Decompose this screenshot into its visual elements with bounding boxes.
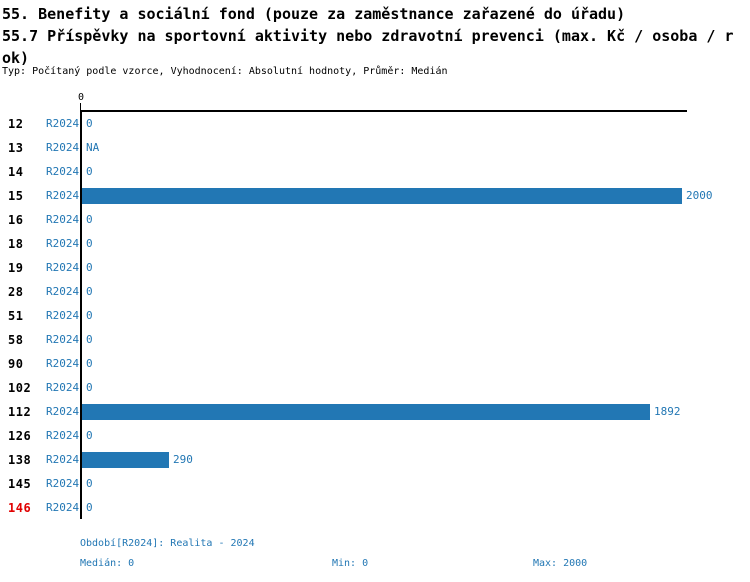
page-title-line2: 55.7 Příspěvky na sportovní aktivity neb… — [2, 27, 734, 45]
row-period-label: R2024 — [46, 117, 80, 130]
chart-row-102: 102 R2024 0 — [0, 376, 750, 400]
row-period-label: R2024 — [46, 237, 80, 250]
row-value-label: 0 — [86, 477, 93, 490]
row-value-label: 2000 — [686, 189, 713, 202]
row-id-label: 28 — [8, 285, 24, 299]
row-value-label: 290 — [173, 453, 193, 466]
row-period-label: R2024 — [46, 405, 80, 418]
row-period-label: R2024 — [46, 285, 80, 298]
row-value-label: NA — [86, 141, 100, 154]
row-id-label: 102 — [8, 381, 32, 395]
value-bar — [82, 452, 169, 468]
chart-row-51: 51 R2024 0 — [0, 304, 750, 328]
row-id-label: 15 — [8, 189, 24, 203]
row-period-label: R2024 — [46, 309, 80, 322]
chart-row-28: 28 R2024 0 — [0, 280, 750, 304]
row-id-label: 18 — [8, 237, 24, 251]
row-id-label: 126 — [8, 429, 32, 443]
row-id-label: 146 — [8, 501, 32, 515]
footer-max-stat: Max: 2000 — [533, 558, 588, 569]
row-id-label: 13 — [8, 141, 24, 155]
footer-period-label: Období[R2024]: Realita - 2024 — [80, 538, 255, 549]
row-id-label: 14 — [8, 165, 24, 179]
row-period-label: R2024 — [46, 357, 80, 370]
page-title-line3: ok) — [2, 49, 30, 67]
row-value-label: 1892 — [654, 405, 681, 418]
row-id-label: 112 — [8, 405, 32, 419]
y-axis-line — [80, 110, 82, 519]
chart-row-16: 16 R2024 0 — [0, 208, 750, 232]
row-value-label: 0 — [86, 309, 93, 322]
chart-row-138: 138 R2024 290 — [0, 448, 750, 472]
row-period-label: R2024 — [46, 141, 80, 154]
chart-row-18: 18 R2024 0 — [0, 232, 750, 256]
chart-row-145: 145 R2024 0 — [0, 472, 750, 496]
chart-row-14: 14 R2024 0 — [0, 160, 750, 184]
chart-row-146: 146 R2024 0 — [0, 496, 750, 520]
value-bar — [82, 404, 650, 420]
row-value-label: 0 — [86, 333, 93, 346]
row-value-label: 0 — [86, 117, 93, 130]
x-axis-tick-label-zero: 0 — [77, 92, 85, 103]
chart-subtitle: Typ: Počítaný podle vzorce, Vyhodnocení:… — [2, 66, 448, 77]
chart-row-126: 126 R2024 0 — [0, 424, 750, 448]
row-id-label: 145 — [8, 477, 32, 491]
value-bar — [82, 188, 682, 204]
chart-row-13: 13 R2024 NA — [0, 136, 750, 160]
row-value-label: 0 — [86, 429, 93, 442]
row-id-label: 51 — [8, 309, 24, 323]
row-period-label: R2024 — [46, 165, 80, 178]
footer-median-stat: Medián: 0 — [80, 558, 135, 569]
row-id-label: 16 — [8, 213, 24, 227]
row-id-label: 138 — [8, 453, 32, 467]
chart-row-90: 90 R2024 0 — [0, 352, 750, 376]
x-axis-tick-mark — [80, 103, 81, 110]
page-title-line1: 55. Benefity a sociální fond (pouze za z… — [2, 5, 626, 23]
row-value-label: 0 — [86, 213, 93, 226]
row-value-label: 0 — [86, 501, 93, 514]
chart-row-19: 19 R2024 0 — [0, 256, 750, 280]
row-value-label: 0 — [86, 261, 93, 274]
row-id-label: 19 — [8, 261, 24, 275]
chart-row-15: 15 R2024 2000 — [0, 184, 750, 208]
row-period-label: R2024 — [46, 477, 80, 490]
row-period-label: R2024 — [46, 501, 80, 514]
footer-min-stat: Min: 0 — [332, 558, 369, 569]
chart-row-112: 112 R2024 1892 — [0, 400, 750, 424]
row-id-label: 90 — [8, 357, 24, 371]
x-axis-line — [80, 110, 687, 112]
chart-row-12: 12 R2024 0 — [0, 112, 750, 136]
row-id-label: 12 — [8, 117, 24, 131]
row-period-label: R2024 — [46, 333, 80, 346]
row-period-label: R2024 — [46, 189, 80, 202]
row-value-label: 0 — [86, 165, 93, 178]
chart-row-58: 58 R2024 0 — [0, 328, 750, 352]
row-period-label: R2024 — [46, 213, 80, 226]
row-value-label: 0 — [86, 237, 93, 250]
row-period-label: R2024 — [46, 261, 80, 274]
row-period-label: R2024 — [46, 381, 80, 394]
row-value-label: 0 — [86, 357, 93, 370]
row-value-label: 0 — [86, 285, 93, 298]
row-period-label: R2024 — [46, 429, 80, 442]
row-period-label: R2024 — [46, 453, 80, 466]
row-id-label: 58 — [8, 333, 24, 347]
row-value-label: 0 — [86, 381, 93, 394]
